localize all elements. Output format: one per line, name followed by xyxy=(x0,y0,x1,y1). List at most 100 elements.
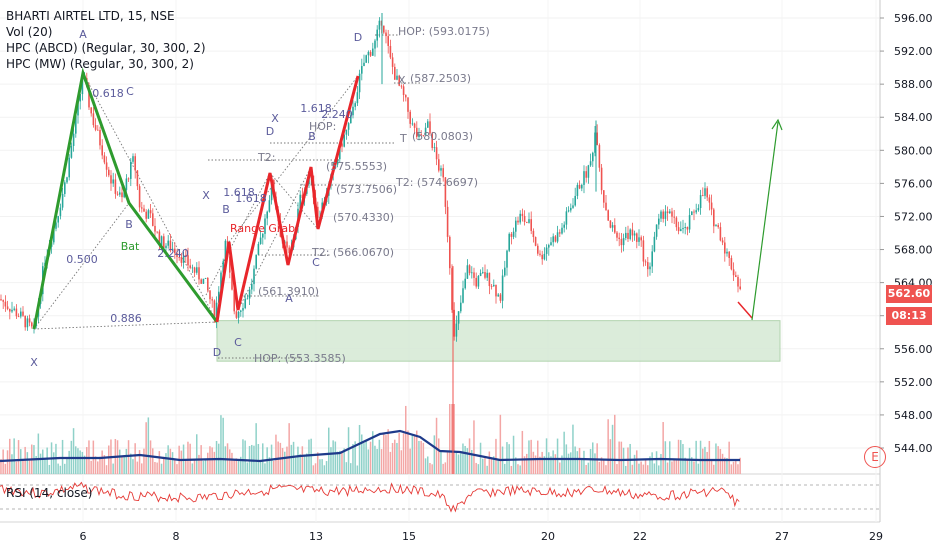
volume-bar xyxy=(273,460,275,474)
candle-body xyxy=(537,245,539,254)
candle-body xyxy=(486,272,488,278)
volume-bar xyxy=(737,464,739,474)
volume-bar xyxy=(167,445,169,474)
candle-body xyxy=(407,97,409,112)
target-label: T2: xyxy=(257,151,275,164)
volume-bar xyxy=(479,442,482,474)
mw-label: 1.618 xyxy=(300,102,332,115)
candle-body xyxy=(237,311,240,318)
volume-bar xyxy=(658,465,660,474)
volume-bar xyxy=(394,439,396,474)
candle-body xyxy=(345,129,348,135)
candle-body xyxy=(363,62,365,67)
candle-body xyxy=(708,197,711,203)
vol-indicator-label[interactable]: Vol (20) xyxy=(6,25,53,39)
volume-bar xyxy=(94,456,97,474)
volume-bar xyxy=(471,449,473,474)
price-tick-label: 576.00 xyxy=(894,177,932,190)
candle-body xyxy=(625,232,627,239)
volume-bar xyxy=(57,463,59,474)
candle-body xyxy=(484,272,486,278)
volume-bar xyxy=(420,440,422,474)
candle-body xyxy=(365,55,367,63)
hpc-mw-label[interactable]: HPC (MW) (Regular, 30, 300, 2) xyxy=(6,57,194,71)
candle-body xyxy=(550,242,552,246)
volume-bar xyxy=(457,454,460,474)
price-tick-label: 548.00 xyxy=(894,409,932,422)
volume-bar xyxy=(301,446,304,474)
earnings-icon[interactable]: E xyxy=(864,446,886,468)
candle-body xyxy=(176,253,178,257)
volume-bar xyxy=(242,439,244,474)
candle-body xyxy=(185,255,187,257)
volume-bar xyxy=(649,456,651,474)
mw-label: B xyxy=(222,203,230,216)
candle-body xyxy=(677,227,680,232)
volume-bar xyxy=(9,438,11,474)
candle-body xyxy=(174,248,176,254)
volume-bar xyxy=(407,430,409,474)
volume-bar xyxy=(211,447,213,474)
volume-bar xyxy=(328,427,330,474)
volume-bar xyxy=(688,447,691,474)
candle-body xyxy=(473,272,475,278)
target-label: T xyxy=(399,132,407,145)
candle-body xyxy=(464,278,466,289)
target-label: X xyxy=(398,74,406,87)
candle-body xyxy=(693,211,695,213)
volume-bar xyxy=(97,461,99,474)
candle-body xyxy=(61,193,64,208)
symbol-title[interactable]: BHARTI AIRTEL LTD, 15, NSE xyxy=(6,9,175,23)
candle-body xyxy=(387,36,389,46)
volume-bar xyxy=(684,457,686,474)
candle-body xyxy=(158,231,161,246)
candle-body xyxy=(413,123,416,128)
volume-bar xyxy=(677,439,680,474)
volume-bar xyxy=(389,451,392,474)
candle-body xyxy=(627,232,629,239)
rsi-label[interactable]: RSI (14, close) xyxy=(6,486,93,500)
time-tick-label: 15 xyxy=(402,530,416,543)
candle-body xyxy=(130,161,132,179)
candle-body xyxy=(394,66,396,80)
candle-body xyxy=(418,134,420,137)
candle-body xyxy=(616,232,618,238)
volume-bar xyxy=(614,414,616,474)
volume-bar xyxy=(427,456,429,474)
candle-body xyxy=(354,103,356,107)
hpc-abcd-label[interactable]: HPC (ABCD) (Regular, 30, 300, 2) xyxy=(6,41,206,55)
volume-bar xyxy=(523,456,526,474)
candle-body xyxy=(222,261,224,273)
volume-bar xyxy=(365,439,367,474)
candle-body xyxy=(515,220,517,232)
volume-bar xyxy=(528,440,530,474)
candle-body xyxy=(350,115,352,124)
candle-body xyxy=(585,171,587,178)
candle-body xyxy=(719,227,722,241)
volume-bar xyxy=(455,452,458,474)
candle-body xyxy=(592,152,594,162)
volume-bar xyxy=(193,459,196,474)
volume-bar xyxy=(587,462,590,474)
volume-bar xyxy=(339,450,341,474)
candle-body xyxy=(561,227,563,234)
mw-label: B xyxy=(308,130,316,143)
volume-bar xyxy=(387,429,389,474)
volume-bar xyxy=(90,460,92,474)
volume-bar xyxy=(418,440,420,474)
volume-bar xyxy=(435,417,438,474)
candle-body xyxy=(211,299,213,301)
candle-body xyxy=(57,215,59,223)
volume-bar xyxy=(576,451,579,474)
volume-bar xyxy=(143,448,145,474)
candle-body xyxy=(398,75,400,86)
volume-bar xyxy=(262,443,264,474)
candle-body xyxy=(609,220,612,228)
volume-bar xyxy=(130,453,132,474)
mw-label: 1.618 xyxy=(235,192,267,205)
candle-body xyxy=(341,143,343,147)
volume-bar xyxy=(554,454,557,474)
last-move-line xyxy=(737,301,753,319)
candle-body xyxy=(504,267,506,276)
